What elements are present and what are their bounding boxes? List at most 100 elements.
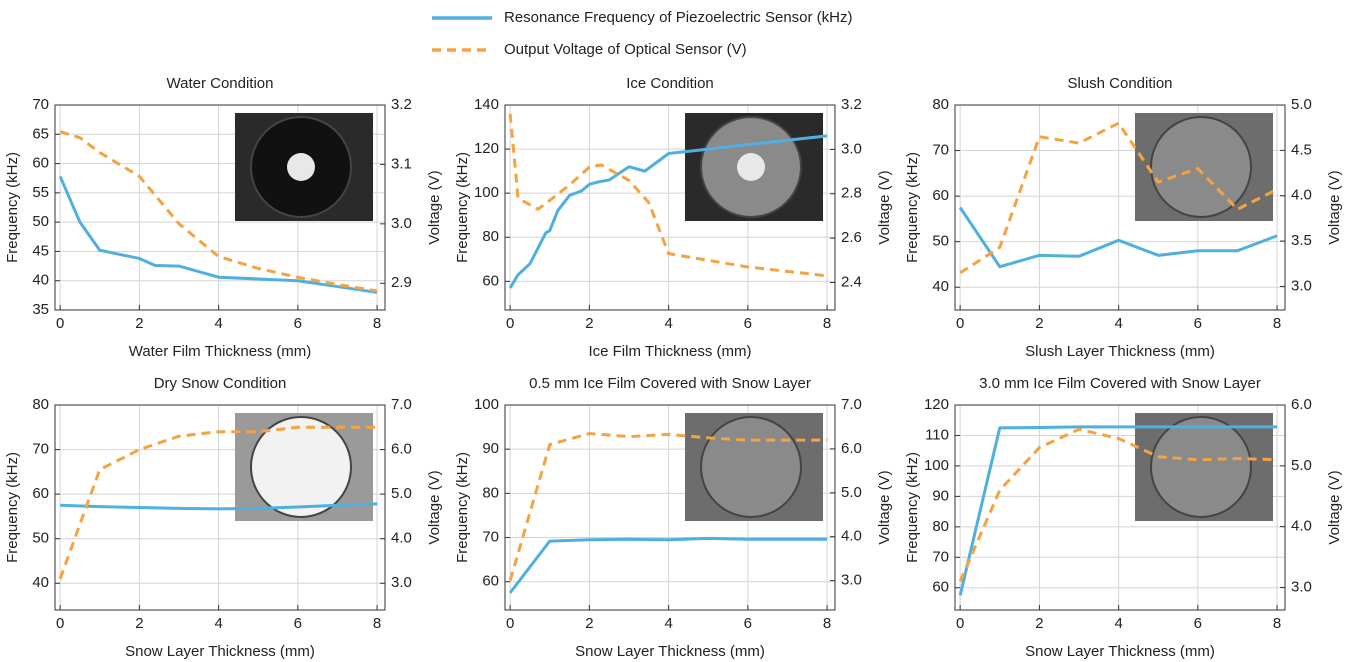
y2-tick-label: 2.6 [841, 229, 862, 246]
x-axis-label: Water Film Thickness (mm) [129, 343, 312, 360]
y2-tick-label: 2.9 [391, 274, 412, 291]
x-axis-label: Ice Film Thickness (mm) [588, 343, 751, 360]
panel-title: Slush Condition [1067, 75, 1172, 92]
x-tick-label: 2 [585, 315, 593, 332]
inset-sensor [250, 416, 352, 518]
y2-tick-label: 3.0 [391, 574, 412, 591]
y-tick-label: 100 [474, 184, 499, 201]
x-tick-label: 6 [294, 615, 302, 632]
y-tick-label: 40 [32, 272, 49, 289]
x-tick-label: 6 [744, 615, 752, 632]
x-tick-label: 0 [56, 615, 64, 632]
x-axis-label: Snow Layer Thickness (mm) [575, 643, 765, 660]
y-axis-label: Frequency (kHz) [454, 152, 471, 263]
legend-label: Output Voltage of Optical Sensor (V) [504, 41, 747, 58]
x-tick-label: 8 [823, 615, 831, 632]
plot-frame [954, 104, 1286, 311]
y2-tick-label: 6.0 [841, 440, 862, 457]
x-tick-label: 2 [135, 615, 143, 632]
panel-title: Ice Condition [626, 75, 714, 92]
x-tick-label: 0 [506, 615, 514, 632]
y-tick-label: 60 [32, 155, 49, 172]
series-line [58, 425, 378, 580]
y2-axis-label: Voltage (V) [1326, 170, 1343, 244]
series-line [508, 113, 828, 278]
series-line [58, 175, 378, 294]
x-tick-label: 4 [1114, 315, 1122, 332]
x-tick-label: 4 [214, 615, 222, 632]
x-tick-label: 8 [1273, 615, 1281, 632]
plot-frame [54, 104, 386, 311]
y2-tick-label: 3.0 [841, 572, 862, 589]
y-tick-label: 70 [32, 441, 49, 458]
x-tick-label: 6 [1194, 315, 1202, 332]
y-tick-label: 50 [932, 233, 949, 250]
inset-sensor [1150, 116, 1252, 218]
y2-tick-label: 3.0 [1291, 578, 1312, 595]
y-tick-label: 80 [932, 96, 949, 113]
y2-axis-label: Voltage (V) [426, 170, 443, 244]
y2-tick-label: 3.1 [391, 155, 412, 172]
y2-axis-label: Voltage (V) [1326, 470, 1343, 544]
y2-tick-label: 4.0 [391, 530, 412, 547]
y-tick-label: 65 [32, 125, 49, 142]
series-line [958, 427, 1278, 583]
y-tick-label: 70 [932, 142, 949, 159]
panel: Ice Condition Ice Film Thickness (mm) Freq… [454, 75, 893, 360]
y-tick-label: 60 [482, 573, 499, 590]
x-tick-label: 0 [956, 615, 964, 632]
x-tick-label: 4 [664, 315, 672, 332]
panel: Water Condition Water Film Thickness (mm)… [4, 75, 443, 360]
plot-frame [954, 404, 1286, 611]
y-tick-label: 120 [924, 396, 949, 413]
inset-sensor [1150, 416, 1252, 518]
x-tick-label: 8 [823, 315, 831, 332]
y2-tick-label: 3.0 [391, 215, 412, 232]
y-tick-label: 40 [932, 278, 949, 295]
x-tick-label: 6 [744, 315, 752, 332]
y2-tick-label: 4.5 [1291, 141, 1312, 158]
x-axis-label: Snow Layer Thickness (mm) [125, 643, 315, 660]
y2-tick-label: 3.2 [391, 96, 412, 113]
y-tick-label: 70 [32, 96, 49, 113]
y-tick-label: 35 [32, 301, 49, 318]
series-line [508, 432, 828, 582]
y-tick-label: 40 [32, 574, 49, 591]
y2-tick-label: 3.0 [841, 140, 862, 157]
y-tick-label: 60 [932, 579, 949, 596]
legend-label: Resonance Frequency of Piezoelectric Sen… [504, 9, 853, 26]
y2-tick-label: 5.0 [1291, 96, 1312, 113]
inset-center [737, 153, 765, 181]
y-tick-label: 100 [474, 396, 499, 413]
x-tick-label: 4 [1114, 615, 1122, 632]
y-tick-label: 80 [932, 518, 949, 535]
y-tick-label: 80 [32, 396, 49, 413]
y2-tick-label: 6.0 [1291, 396, 1312, 413]
panel-title: Water Condition [167, 75, 274, 92]
y-tick-label: 50 [32, 213, 49, 230]
y-axis-label: Frequency (kHz) [904, 452, 921, 563]
y-tick-label: 140 [474, 96, 499, 113]
panel-title: Dry Snow Condition [154, 375, 287, 392]
x-axis-label: Slush Layer Thickness (mm) [1025, 343, 1215, 360]
x-tick-label: 4 [664, 615, 672, 632]
series-line [59, 130, 378, 293]
series-line [60, 502, 378, 511]
plot-frame [54, 404, 386, 611]
series-line [958, 425, 1278, 596]
y-tick-label: 60 [932, 187, 949, 204]
x-tick-label: 2 [1035, 615, 1043, 632]
x-tick-label: 2 [1035, 315, 1043, 332]
x-tick-label: 8 [1273, 315, 1281, 332]
x-tick-label: 6 [294, 315, 302, 332]
y2-axis-label: Voltage (V) [876, 470, 893, 544]
y2-tick-label: 7.0 [841, 396, 862, 413]
y-tick-label: 110 [925, 426, 949, 443]
y-tick-label: 80 [482, 484, 499, 501]
y-tick-label: 120 [474, 140, 499, 157]
y2-axis-label: Voltage (V) [426, 470, 443, 544]
y-tick-label: 50 [32, 530, 49, 547]
x-axis-label: Snow Layer Thickness (mm) [1025, 643, 1215, 660]
y-tick-label: 90 [482, 440, 499, 457]
